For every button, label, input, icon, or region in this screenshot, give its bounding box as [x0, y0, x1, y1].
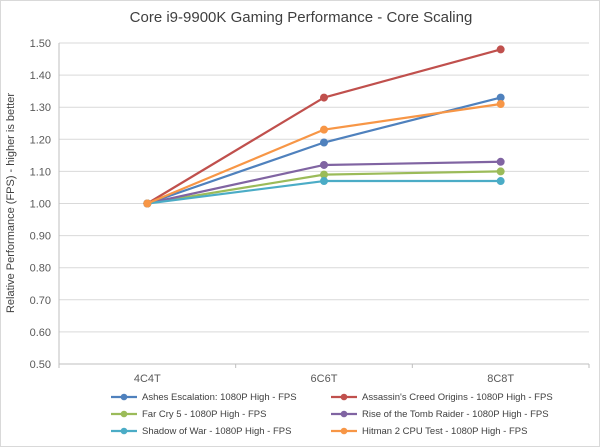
data-point-marker: [320, 138, 328, 147]
legend-item: Far Cry 5 - 1080P High - FPS: [111, 409, 266, 420]
legend-marker-icon: [120, 410, 128, 418]
data-point-marker: [320, 93, 328, 102]
data-point-marker: [320, 125, 328, 134]
data-point-marker: [496, 45, 505, 54]
legend-label: Far Cry 5 - 1080P High - FPS: [142, 409, 266, 420]
series-line-0: [146, 96, 502, 205]
y-tick-label: 0.60: [30, 327, 51, 339]
data-point-marker: [496, 99, 505, 108]
data-point-marker: [496, 167, 505, 176]
y-tick-label: 0.50: [30, 359, 51, 371]
legend-label: Rise of the Tomb Raider - 1080P High - F…: [362, 409, 549, 420]
legend-marker-icon: [340, 410, 348, 418]
legend-label: Ashes Escalation: 1080P High - FPS: [142, 392, 297, 403]
legend-item: Hitman 2 CPU Test - 1080P High - FPS: [331, 426, 527, 437]
legend-marker-icon: [340, 393, 348, 401]
x-category-label: 4C4T: [134, 373, 161, 385]
chart-legend: Ashes Escalation: 1080P High - FPS Assass…: [111, 392, 553, 437]
y-tick-label: 1.00: [30, 199, 51, 211]
legend-item: Rise of the Tomb Raider - 1080P High - F…: [331, 409, 549, 420]
y-tick-label: 1.10: [30, 166, 51, 178]
gridlines-group: 0.50 0.60 0.70 0.80 0.90 1.00 1.10 1.20 1.30 1.40…: [30, 38, 589, 371]
chart-title: Core i9-9900K Gaming Performance - Core …: [130, 9, 473, 26]
series-group: [143, 45, 505, 208]
y-tick-label: 0.80: [30, 263, 51, 275]
legend-marker-icon: [340, 427, 348, 435]
y-tick-label: 1.50: [30, 38, 51, 50]
legend-marker-icon: [120, 427, 128, 435]
data-point-marker: [496, 177, 505, 186]
y-tick-label: 0.70: [30, 295, 51, 307]
legend-item: Shadow of War - 1080P High - FPS: [111, 426, 291, 437]
x-category-label: 8C8T: [487, 373, 514, 385]
y-axis-title: Relative Performance (FPS) - higher is b…: [5, 93, 17, 313]
x-category-label: 6C6T: [311, 373, 338, 385]
legend-item: Assassin's Creed Origins - 1080P High - …: [331, 392, 553, 403]
y-tick-label: 0.90: [30, 231, 51, 243]
legend-item: Ashes Escalation: 1080P High - FPS: [111, 392, 297, 403]
legend-label: Shadow of War - 1080P High - FPS: [142, 426, 291, 437]
series-line-5: [146, 102, 502, 205]
data-point-marker: [320, 177, 328, 186]
legend-marker-icon: [120, 393, 128, 401]
data-point-marker: [143, 199, 152, 208]
y-tick-label: 1.30: [30, 102, 51, 114]
legend-label: Assassin's Creed Origins - 1080P High - …: [362, 392, 553, 403]
data-point-marker: [496, 157, 505, 166]
y-tick-label: 1.20: [30, 134, 51, 146]
y-tick-label: 1.40: [30, 70, 51, 82]
legend-label: Hitman 2 CPU Test - 1080P High - FPS: [362, 426, 527, 437]
data-point-marker: [320, 160, 328, 169]
axes-group: 4C4T 6C6T 8C8T: [58, 43, 590, 385]
